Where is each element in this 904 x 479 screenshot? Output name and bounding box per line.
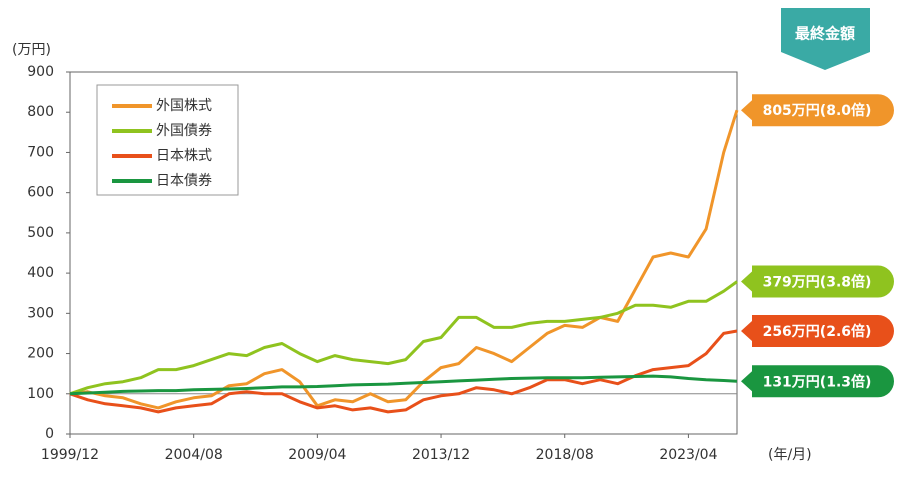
- end-label-text: 379万円(3.8倍): [763, 274, 872, 291]
- y-tick-label: 400: [27, 265, 54, 281]
- end-label: 256万円(2.6倍): [741, 315, 894, 348]
- end-label-text: 256万円(2.6倍): [763, 323, 872, 340]
- series-line: [69, 374, 738, 396]
- y-tick-label: 500: [27, 225, 54, 241]
- x-tick-label: 2018/08: [536, 447, 594, 463]
- end-label: 805万円(8.0倍): [741, 94, 894, 127]
- series-line: [69, 280, 738, 396]
- x-tick-label: 2023/04: [659, 447, 717, 463]
- end-label-pill: [741, 265, 894, 298]
- y-tick-label: 800: [27, 104, 54, 120]
- x-unit-label: (年/月): [768, 447, 812, 463]
- x-tick-label: 2009/04: [288, 447, 346, 463]
- end-label-pill: [741, 94, 894, 127]
- y-tick-label: 700: [27, 144, 54, 160]
- header: 最終金額: [795, 25, 855, 43]
- series-line: [69, 329, 738, 414]
- plot-frame: [69, 71, 738, 435]
- y-tick-label: 200: [27, 346, 54, 362]
- legend-box: [96, 84, 239, 196]
- end-label-text: 131万円(1.3倍): [763, 373, 872, 390]
- end-label-pill: [741, 365, 894, 398]
- end-label: 379万円(3.8倍): [741, 265, 894, 298]
- x-tick-label: 2004/08: [165, 447, 223, 463]
- end-label: 131万円(1.3倍): [741, 365, 894, 398]
- y-unit-label: (万円): [12, 42, 51, 58]
- end-label-pill: [741, 315, 894, 348]
- y-tick-label: 100: [27, 386, 54, 402]
- y-tick-label: 300: [27, 305, 54, 321]
- legend-label: 外国株式: [156, 98, 212, 114]
- header-badge: [781, 8, 870, 70]
- legend-label: 日本株式: [156, 148, 212, 164]
- series-line: [69, 109, 739, 410]
- legend-label: 日本債券: [156, 173, 212, 189]
- legend-label: 外国債券: [156, 123, 212, 139]
- x-tick-label: 1999/12: [41, 447, 99, 463]
- end-label-text: 805万円(8.0倍): [763, 102, 872, 119]
- x-tick-label: 2013/12: [412, 447, 470, 463]
- y-tick-label: 600: [27, 185, 54, 201]
- y-tick-label: 0: [45, 426, 54, 442]
- y-tick-label: 900: [27, 64, 54, 80]
